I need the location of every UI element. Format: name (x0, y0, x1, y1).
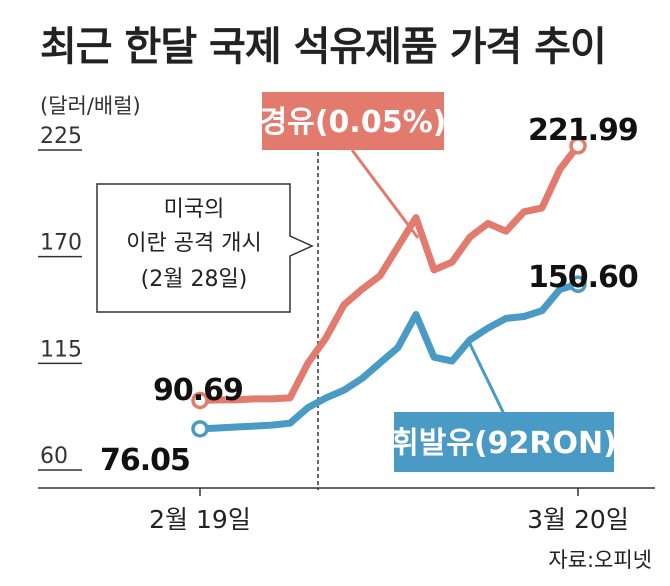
legend-box-diesel (262, 92, 444, 150)
annotation-line-3: (2월 28일) (141, 267, 248, 292)
source-note: 자료:오피넷 (548, 548, 652, 572)
marker-diesel-start (191, 391, 209, 410)
marker-diesel-end (569, 137, 587, 155)
y-axis-unit: (달러/배럴) (40, 94, 141, 118)
chart-title: 최근 한달 국제 석유제품 가격 추이 (40, 24, 607, 70)
series-line-diesel (196, 142, 582, 404)
x-tick-labels: 2월 19일 3월 20일 (149, 488, 629, 534)
y-tick-label-115: 115 (40, 337, 82, 362)
end-value-gasoline: 150.60 (528, 260, 638, 295)
legend-label-gasoline: 휘발유(92RON) (391, 426, 617, 461)
endpoint-markers (191, 137, 587, 438)
y-tick-label-60: 60 (40, 444, 68, 469)
end-value-diesel: 221.99 (528, 113, 638, 148)
x-tick-label-1: 3월 20일 (527, 505, 629, 534)
legend-label-diesel: 경유(0.05%) (260, 105, 447, 140)
annotation-line-1: 미국의 (164, 197, 225, 222)
start-value-gasoline: 76.05 (100, 443, 190, 478)
y-tick-labels: 225 170 115 60 (40, 124, 82, 469)
annotation-box: 미국의 이란 공격 개시 (2월 28일) (96, 183, 314, 313)
marker-gasoline-start (191, 420, 209, 438)
start-value-diesel: 90.69 (153, 373, 243, 408)
y-tick-label-225: 225 (40, 124, 82, 149)
x-tick-label-0: 2월 19일 (149, 505, 251, 534)
annotation-line-2: 이란 공격 개시 (126, 231, 261, 256)
leader-line-diesel (350, 149, 420, 239)
y-tick-label-170: 170 (40, 231, 82, 256)
annotation-callout (96, 183, 314, 313)
leader-line-gasoline (468, 343, 506, 415)
y-gridlines (38, 149, 82, 471)
legend-box-gasoline (394, 412, 614, 472)
series-line-gasoline (196, 280, 582, 433)
marker-gasoline-end (569, 275, 587, 294)
